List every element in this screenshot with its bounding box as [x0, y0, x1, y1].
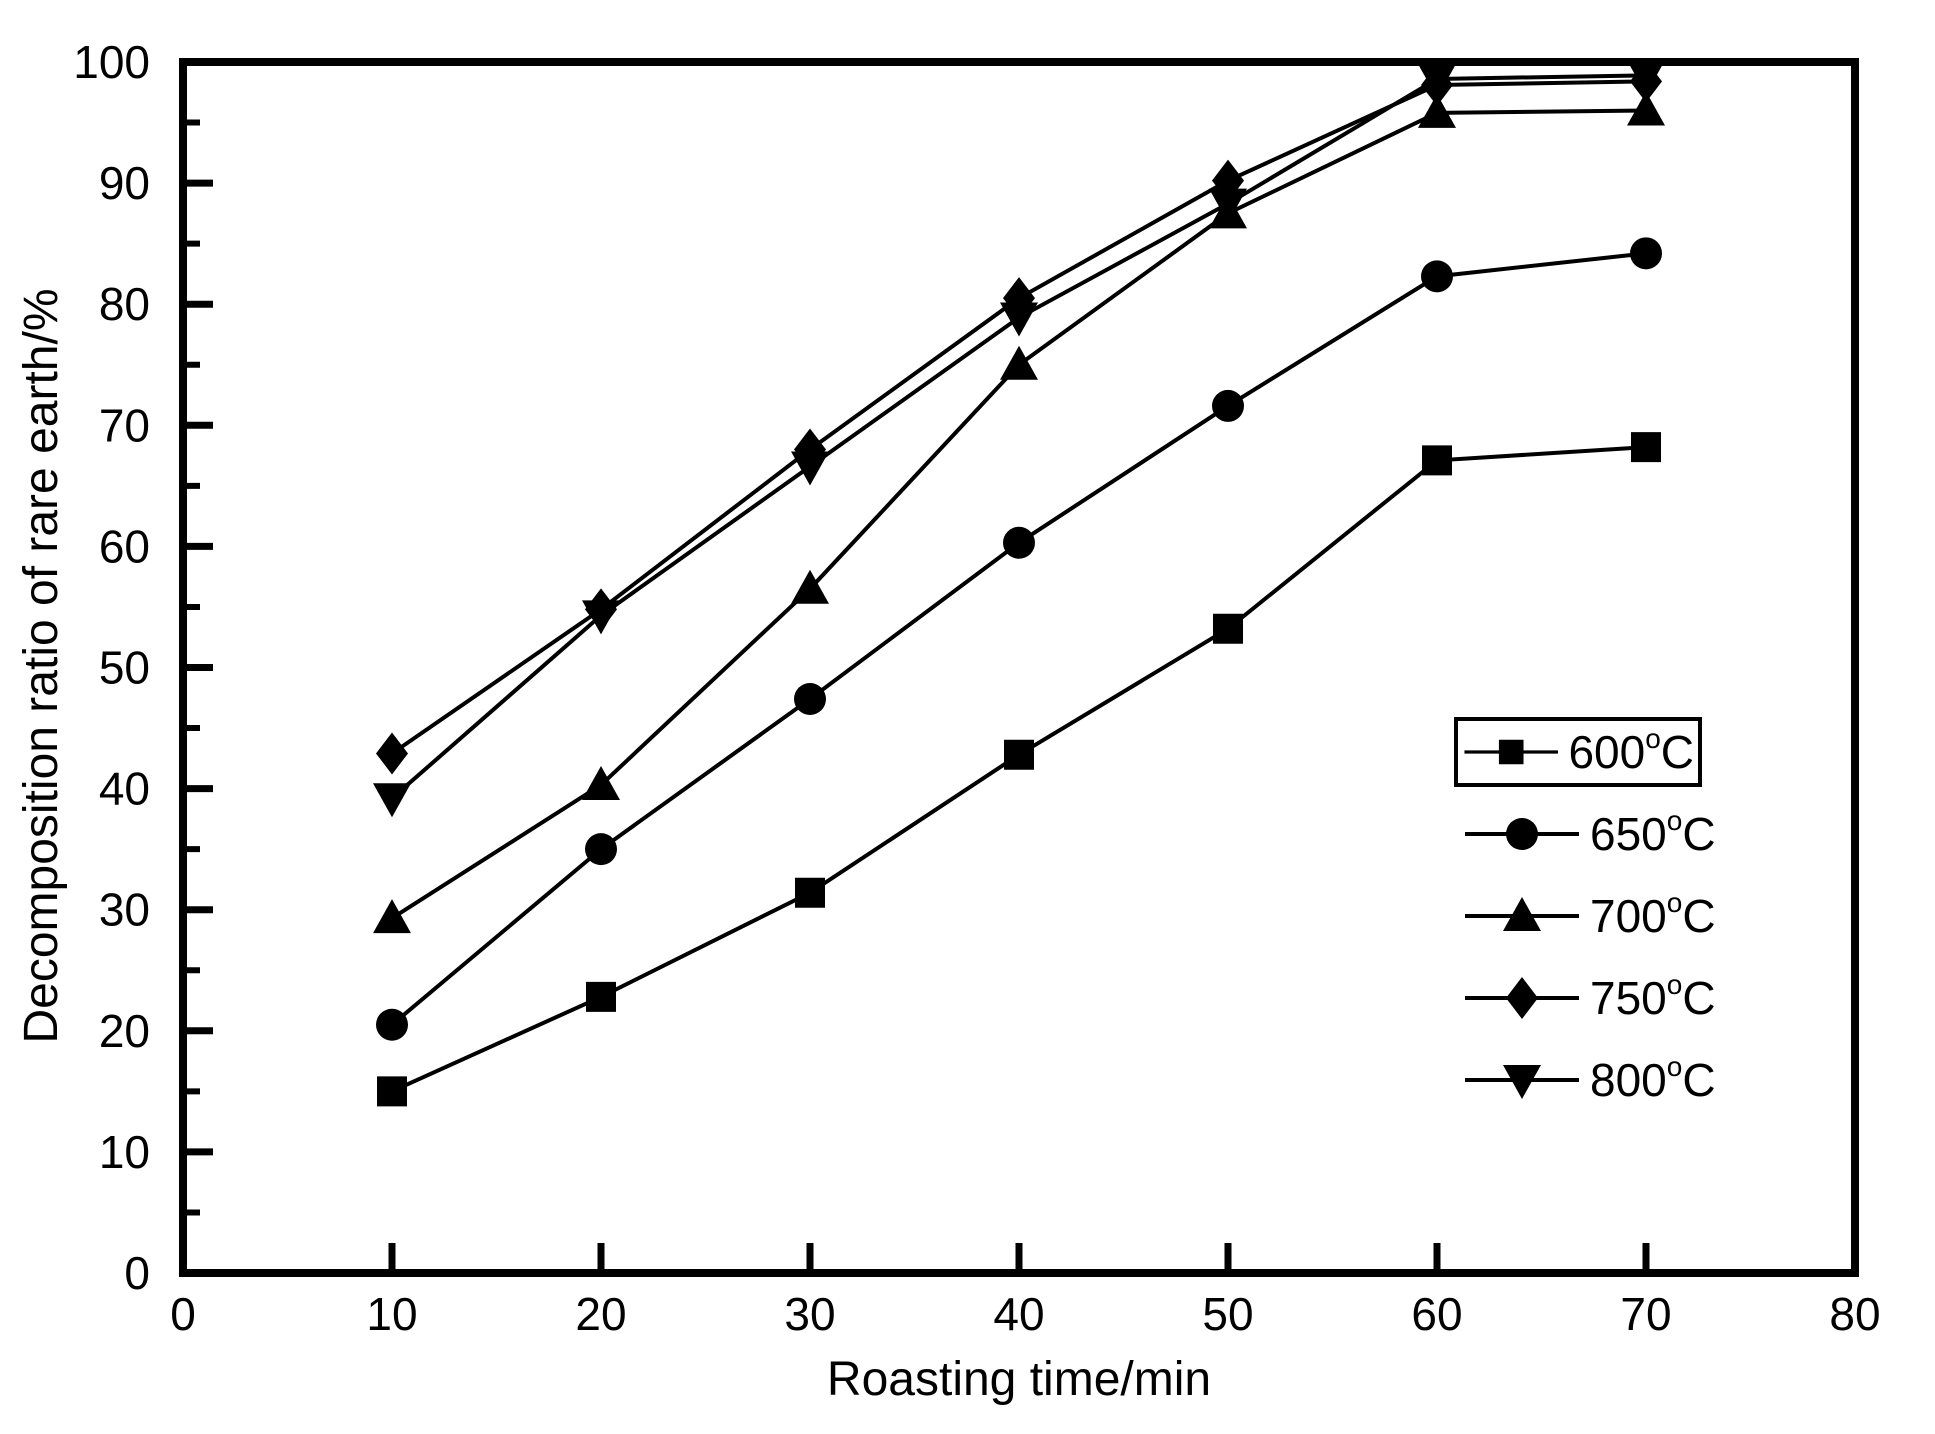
data-point-600C [795, 877, 825, 908]
series-line-700C [390, 108, 1647, 920]
data-point-700C [791, 569, 829, 604]
data-point-650C [376, 1008, 408, 1041]
plot-frame [179, 58, 1859, 1277]
data-point-800C [1000, 302, 1038, 337]
y-tick-label: 70 [99, 399, 150, 451]
x-tick-label: 40 [993, 1288, 1044, 1340]
x-tick-label: 50 [1202, 1288, 1253, 1340]
x-tick-label: 20 [575, 1288, 626, 1340]
y-tick-label: 40 [99, 763, 150, 815]
data-point-650C [1212, 389, 1244, 422]
data-point-800C [1418, 63, 1456, 98]
data-point-800C [1627, 60, 1665, 95]
y-tick-label: 90 [99, 157, 150, 209]
y-axis-title: Decomposition ratio of rare earth/% [15, 288, 68, 1044]
data-point-600C [377, 1076, 407, 1107]
data-point-700C [582, 765, 620, 800]
series-line-750C [390, 79, 1647, 756]
y-tick-label: 20 [99, 1005, 150, 1057]
data-point-800C [582, 600, 620, 635]
data-point-750C [376, 732, 408, 775]
data-point-650C [585, 833, 617, 866]
data-point-600C [1631, 432, 1661, 463]
data-point-600C [1422, 445, 1452, 476]
y-tick-label: 30 [99, 884, 150, 936]
data-point-650C [1003, 526, 1035, 559]
data-point-800C [373, 783, 411, 818]
data-point-600C [1004, 739, 1034, 770]
data-point-700C [373, 899, 411, 934]
data-point-600C [1213, 613, 1243, 644]
y-tick-label: 60 [99, 520, 150, 572]
data-point-700C [1000, 345, 1038, 380]
y-tick-label: 80 [99, 278, 150, 330]
data-point-650C [794, 682, 826, 715]
x-tick-label: 60 [1411, 1288, 1462, 1340]
data-point-800C [791, 451, 829, 486]
x-tick-label: 10 [366, 1288, 417, 1340]
y-tick-label: 100 [73, 36, 150, 88]
data-point-800C [1209, 188, 1247, 223]
data-point-600C [586, 981, 616, 1012]
data-point-700C [1627, 91, 1665, 126]
x-tick-label: 70 [1620, 1288, 1671, 1340]
series-line-800C [390, 73, 1647, 800]
x-tick-label: 30 [784, 1288, 835, 1340]
x-axis-title: Roasting time/min [826, 1353, 1212, 1406]
y-tick-label: 0 [124, 1247, 150, 1299]
y-tick-label: 10 [99, 1126, 150, 1178]
data-point-650C [1421, 260, 1453, 293]
data-point-700C [1418, 93, 1456, 128]
x-tick-label: 80 [1829, 1288, 1880, 1340]
data-point-650C [1630, 237, 1662, 270]
y-tick-label: 50 [99, 642, 150, 694]
x-tick-label: 0 [170, 1288, 196, 1340]
